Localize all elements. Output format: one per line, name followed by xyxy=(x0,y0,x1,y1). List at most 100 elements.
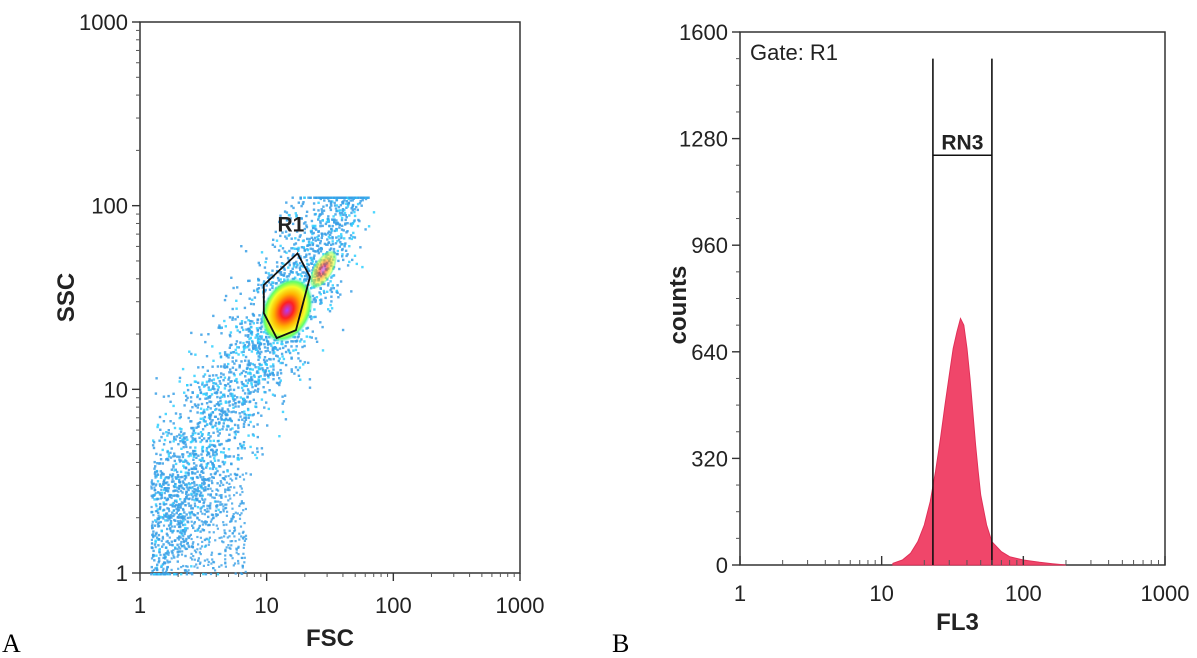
scatter-point xyxy=(184,554,187,558)
scatter-points-group xyxy=(150,196,376,576)
scatter-point xyxy=(287,266,290,269)
scatter-point xyxy=(160,539,163,543)
scatter-point xyxy=(226,470,229,473)
gate-annotation: Gate: R1 xyxy=(750,40,838,65)
scatter-point xyxy=(212,567,215,570)
scatter-point xyxy=(224,475,227,478)
scatter-point xyxy=(211,411,215,414)
scatter-point xyxy=(330,287,333,290)
scatter-point xyxy=(204,420,207,423)
scatter-point xyxy=(204,488,207,491)
scatter-point xyxy=(196,529,199,532)
scatter-point xyxy=(206,408,209,411)
scatter-point xyxy=(311,224,314,228)
scatter-point xyxy=(247,389,250,393)
scatter-point xyxy=(300,338,303,341)
scatter-point xyxy=(167,429,170,432)
scatter-point xyxy=(227,362,230,366)
scatter-point xyxy=(212,439,215,442)
scatter-point xyxy=(320,298,323,301)
scatter-point xyxy=(244,418,248,421)
scatter-point xyxy=(208,374,211,378)
scatter-point xyxy=(245,328,248,331)
scatter-point xyxy=(201,498,204,501)
scatter-point xyxy=(202,410,205,413)
scatter-point xyxy=(328,224,331,228)
scatter-point xyxy=(227,425,230,428)
scatter-point xyxy=(217,422,221,426)
scatter-point xyxy=(329,208,333,212)
scatter-point xyxy=(266,349,270,352)
scatter-point xyxy=(183,527,187,530)
scatter-point xyxy=(265,284,268,287)
scatter-point xyxy=(243,410,246,413)
scatter-point xyxy=(333,220,336,223)
scatter-point xyxy=(269,342,272,346)
scatter-point xyxy=(219,503,222,506)
scatter-point xyxy=(236,396,239,399)
scatter-point xyxy=(179,476,182,479)
scatter-point xyxy=(188,535,191,538)
scatter-point xyxy=(323,199,326,202)
scatter-point xyxy=(187,473,190,477)
scatter-point xyxy=(178,535,181,538)
scatter-point xyxy=(201,449,205,453)
scatter-point xyxy=(336,253,339,256)
scatter-point xyxy=(183,511,186,514)
scatter-point xyxy=(313,250,316,253)
scatter-point xyxy=(267,272,270,275)
scatter-point xyxy=(153,460,156,464)
scatter-point xyxy=(216,391,219,394)
scatter-point xyxy=(299,265,302,268)
scatter-point xyxy=(221,427,224,431)
scatter-point xyxy=(247,416,250,420)
scatter-point xyxy=(248,413,252,417)
scatter-point xyxy=(156,508,159,511)
scatter-point xyxy=(229,486,232,489)
scatter-point xyxy=(308,335,312,339)
scatter-point xyxy=(208,400,211,403)
scatter-point xyxy=(203,408,206,412)
scatter-point xyxy=(161,535,164,538)
scatter-point xyxy=(229,428,232,431)
scatter-point xyxy=(245,367,249,370)
scatter-point xyxy=(209,400,213,404)
scatter-point xyxy=(248,279,251,282)
scatter-point xyxy=(340,228,344,231)
scatter-point xyxy=(213,496,216,500)
scatter-point xyxy=(168,510,171,513)
scatter-point xyxy=(198,490,201,493)
scatter-point xyxy=(293,243,296,246)
scatter-point xyxy=(332,274,336,277)
scatter-point xyxy=(261,367,264,370)
scatter-point xyxy=(216,365,220,368)
scatter-point xyxy=(198,500,201,503)
scatter-point xyxy=(291,267,294,270)
scatter-point xyxy=(244,375,247,378)
scatter-point xyxy=(237,456,240,460)
scatter-point xyxy=(247,359,250,362)
scatter-point xyxy=(335,210,338,213)
scatter-point xyxy=(222,379,225,382)
scatter-point xyxy=(225,439,228,443)
scatter-point xyxy=(260,251,264,254)
scatter-point xyxy=(214,382,218,385)
scatter-point xyxy=(245,340,249,344)
scatter-point xyxy=(201,482,204,485)
scatter-point xyxy=(206,369,209,372)
scatter-point xyxy=(247,408,250,412)
scatter-point xyxy=(179,529,182,532)
scatter-point xyxy=(283,250,286,253)
scatter-point xyxy=(219,375,223,379)
scatter-point xyxy=(177,538,181,541)
scatter-point xyxy=(349,196,353,199)
scatter-point xyxy=(266,346,269,350)
scatter-point xyxy=(206,453,209,457)
y-axis-title: counts xyxy=(665,266,692,345)
scatter-point xyxy=(238,412,241,415)
scatter-point xyxy=(252,374,256,377)
scatter-point xyxy=(185,436,188,439)
scatter-point xyxy=(194,467,197,470)
scatter-point xyxy=(326,238,329,241)
scatter-point xyxy=(223,351,227,354)
